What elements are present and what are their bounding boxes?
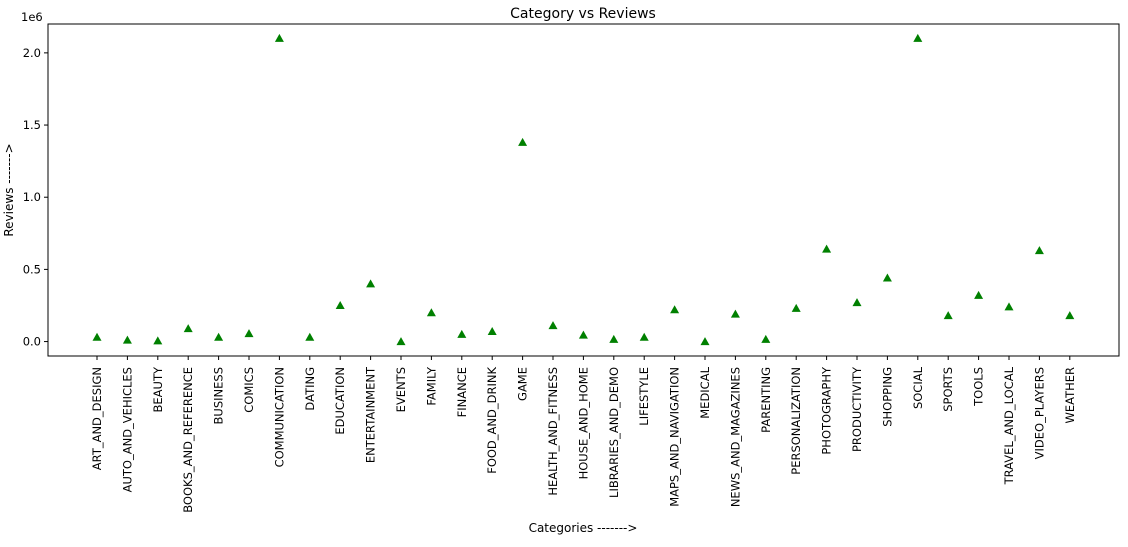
x-tick-label: AUTO_AND_VEHICLES bbox=[120, 367, 134, 492]
data-point bbox=[1004, 302, 1014, 311]
y-tick-label: 1.0 bbox=[23, 190, 41, 204]
x-tick-label: SHOPPING bbox=[880, 367, 894, 427]
data-point bbox=[670, 305, 680, 314]
x-tick-label: SPORTS bbox=[941, 367, 955, 412]
x-tick-label: MAPS_AND_NAVIGATION bbox=[668, 367, 682, 507]
data-point bbox=[274, 33, 284, 42]
data-point bbox=[791, 303, 801, 312]
x-tick-label: HEALTH_AND_FITNESS bbox=[546, 367, 560, 496]
x-tick-label: WEATHER bbox=[1063, 367, 1077, 424]
x-tick-label: NEWS_AND_MAGAZINES bbox=[728, 367, 742, 507]
data-point bbox=[426, 308, 436, 317]
y-axis-title: Reviews -------> bbox=[2, 143, 16, 236]
data-point bbox=[548, 321, 558, 330]
x-tick-label: ENTERTAINMENT bbox=[364, 366, 378, 463]
data-point bbox=[578, 330, 588, 339]
x-tick-label: BUSINESS bbox=[212, 367, 226, 424]
x-tick-label: EDUCATION bbox=[333, 367, 347, 435]
x-tick-label: LIFESTYLE bbox=[637, 367, 651, 426]
data-point bbox=[487, 326, 497, 335]
data-point bbox=[244, 329, 254, 338]
x-tick-label: TOOLS bbox=[972, 367, 986, 407]
x-tick-label: PHOTOGRAPHY bbox=[820, 366, 834, 455]
x-tick-label: LIBRARIES_AND_DEMO bbox=[607, 367, 621, 498]
data-point bbox=[366, 279, 376, 288]
y-axis: 0.0 0.5 1.0 1.5 2.0 bbox=[23, 46, 48, 349]
y-tick-label: 0.0 bbox=[23, 335, 41, 349]
data-point bbox=[183, 324, 193, 333]
x-tick-label: COMICS bbox=[242, 367, 256, 413]
data-point bbox=[396, 337, 406, 346]
x-tick-label: MEDICAL bbox=[698, 366, 712, 418]
x-tick-label: COMMUNICATION bbox=[272, 367, 286, 467]
y-tick-label: 2.0 bbox=[23, 46, 41, 60]
x-axis: ART_AND_DESIGN AUTO_AND_VEHICLES BEAUTY BOO… bbox=[90, 356, 1077, 513]
x-tick-label: SOCIAL bbox=[911, 366, 925, 409]
data-point bbox=[761, 334, 771, 343]
y-axis-scale-label: 1e6 bbox=[21, 10, 43, 24]
data-point bbox=[153, 336, 163, 345]
x-tick-label: HOUSE_AND_HOME bbox=[576, 367, 590, 479]
x-tick-label: BEAUTY bbox=[151, 366, 165, 412]
x-axis-title: Categories -------> bbox=[529, 521, 638, 535]
chart-title: Category vs Reviews bbox=[510, 6, 656, 22]
data-point bbox=[852, 298, 862, 307]
x-tick-label: GAME bbox=[516, 367, 530, 401]
data-point bbox=[913, 33, 923, 42]
x-tick-label: VIDEO_PLAYERS bbox=[1032, 367, 1046, 459]
data-point bbox=[882, 273, 892, 282]
data-point bbox=[214, 332, 224, 341]
y-tick-label: 1.5 bbox=[23, 118, 41, 132]
data-point bbox=[335, 300, 345, 309]
data-point bbox=[822, 244, 832, 253]
data-point bbox=[1065, 311, 1075, 320]
data-points bbox=[92, 33, 1075, 346]
data-point bbox=[305, 332, 315, 341]
x-tick-label: FOOD_AND_DRINK bbox=[485, 367, 499, 474]
data-point bbox=[609, 334, 619, 343]
data-point bbox=[974, 290, 984, 299]
data-point bbox=[943, 311, 953, 320]
data-point bbox=[518, 137, 528, 146]
data-point bbox=[700, 337, 710, 346]
data-point bbox=[639, 332, 649, 341]
x-tick-label: PERSONALIZATION bbox=[789, 367, 803, 475]
x-tick-label: EVENTS bbox=[394, 367, 408, 412]
x-tick-label: FAMILY bbox=[424, 366, 438, 406]
x-tick-label: ART_AND_DESIGN bbox=[90, 367, 104, 470]
plot-area bbox=[47, 23, 1120, 357]
x-tick-label: PARENTING bbox=[759, 367, 773, 433]
data-point bbox=[457, 329, 467, 338]
x-tick-label: DATING bbox=[303, 367, 317, 411]
x-tick-label: TRAVEL_AND_LOCAL bbox=[1002, 366, 1016, 485]
y-tick-label: 0.5 bbox=[23, 262, 41, 276]
data-point bbox=[92, 332, 102, 341]
data-point bbox=[122, 335, 132, 344]
x-tick-label: BOOKS_AND_REFERENCE bbox=[181, 367, 195, 513]
data-point bbox=[730, 309, 740, 318]
data-point bbox=[1034, 246, 1044, 255]
x-tick-label: PRODUCTIVITY bbox=[850, 366, 864, 452]
x-tick-label: FINANCE bbox=[455, 367, 469, 417]
